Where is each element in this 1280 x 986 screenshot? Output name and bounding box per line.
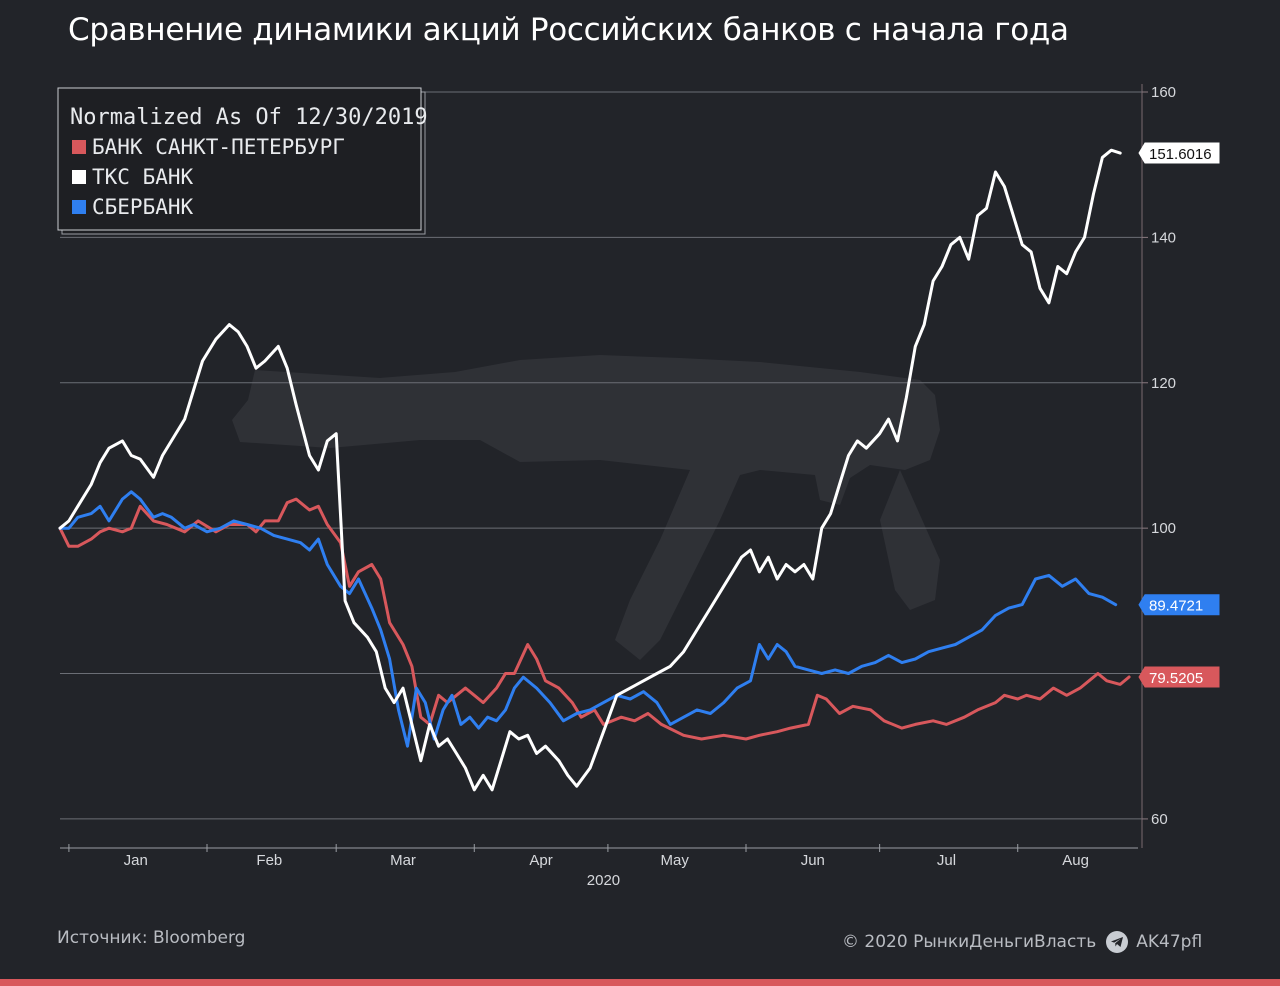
last-value-labels: 79.5205 151.6016 89.4721	[1138, 142, 1220, 688]
last-value-text: 79.5205	[1149, 670, 1203, 687]
x-tick-label: Feb	[256, 852, 282, 869]
last-value-badge: 89.4721	[1138, 594, 1220, 616]
copyright-text: © 2020 РынкиДеньгиВласть	[842, 932, 1097, 952]
y-tick-label: 160	[1151, 84, 1176, 101]
legend: Normalized As Of 12/30/2019 БАНК САНКТ-П…	[57, 87, 428, 235]
last-value-badge: 79.5205	[1138, 666, 1220, 688]
legend-box-front	[57, 87, 422, 231]
y-tick-label: 120	[1151, 375, 1176, 392]
series-line	[58, 490, 1118, 748]
last-value-text: 89.4721	[1149, 598, 1203, 615]
x-tick-label: Jun	[801, 852, 825, 869]
x-year-label: 2020	[587, 872, 620, 889]
last-value-badge: 151.6016	[1138, 142, 1220, 164]
watermark-rifle-icon	[232, 355, 940, 660]
y-tick-label: 60	[1151, 811, 1168, 828]
legend-swatch	[72, 140, 86, 154]
bottom-accent-bar	[0, 979, 1280, 986]
copyright-note: © 2020 РынкиДеньгиВласть AK47pfl	[842, 931, 1202, 953]
x-tick-label: Jul	[937, 852, 956, 869]
legend-swatch	[72, 170, 86, 184]
legend-item-label: СБЕРБАНК	[92, 195, 194, 219]
legend-item-label: БАНК САНКТ-ПЕТЕРБУРГ	[92, 135, 345, 159]
legend-swatch	[72, 200, 86, 214]
x-tick-label: May	[661, 852, 690, 869]
x-tick-label: Mar	[390, 852, 416, 869]
y-tick-label: 140	[1151, 229, 1176, 246]
last-value-box	[1138, 142, 1220, 164]
last-value-box	[1138, 594, 1220, 616]
source-note: Источник: Bloomberg	[57, 928, 246, 948]
x-axis: Jan Feb Mar Apr May Jun Jul Aug 2020	[60, 844, 1138, 889]
last-value-text: 151.6016	[1149, 146, 1212, 163]
series-layer	[58, 148, 1131, 792]
telegram-icon	[1106, 931, 1129, 953]
telegram-handle: AK47pfl	[1136, 932, 1203, 952]
y-axis: 6080100120140160	[1141, 84, 1176, 848]
legend-header: Normalized As Of 12/30/2019	[70, 105, 428, 130]
series-line	[58, 148, 1122, 792]
x-tick-label: Jan	[124, 852, 148, 869]
series-line	[58, 497, 1131, 741]
chart-title: Сравнение динамики акций Российских банк…	[68, 12, 1069, 48]
x-tick-label: Apr	[529, 852, 552, 869]
last-value-box	[1138, 666, 1220, 688]
x-tick-label: Aug	[1062, 852, 1089, 869]
y-tick-label: 100	[1151, 520, 1176, 537]
legend-item-label: ТКС БАНК	[92, 165, 194, 189]
